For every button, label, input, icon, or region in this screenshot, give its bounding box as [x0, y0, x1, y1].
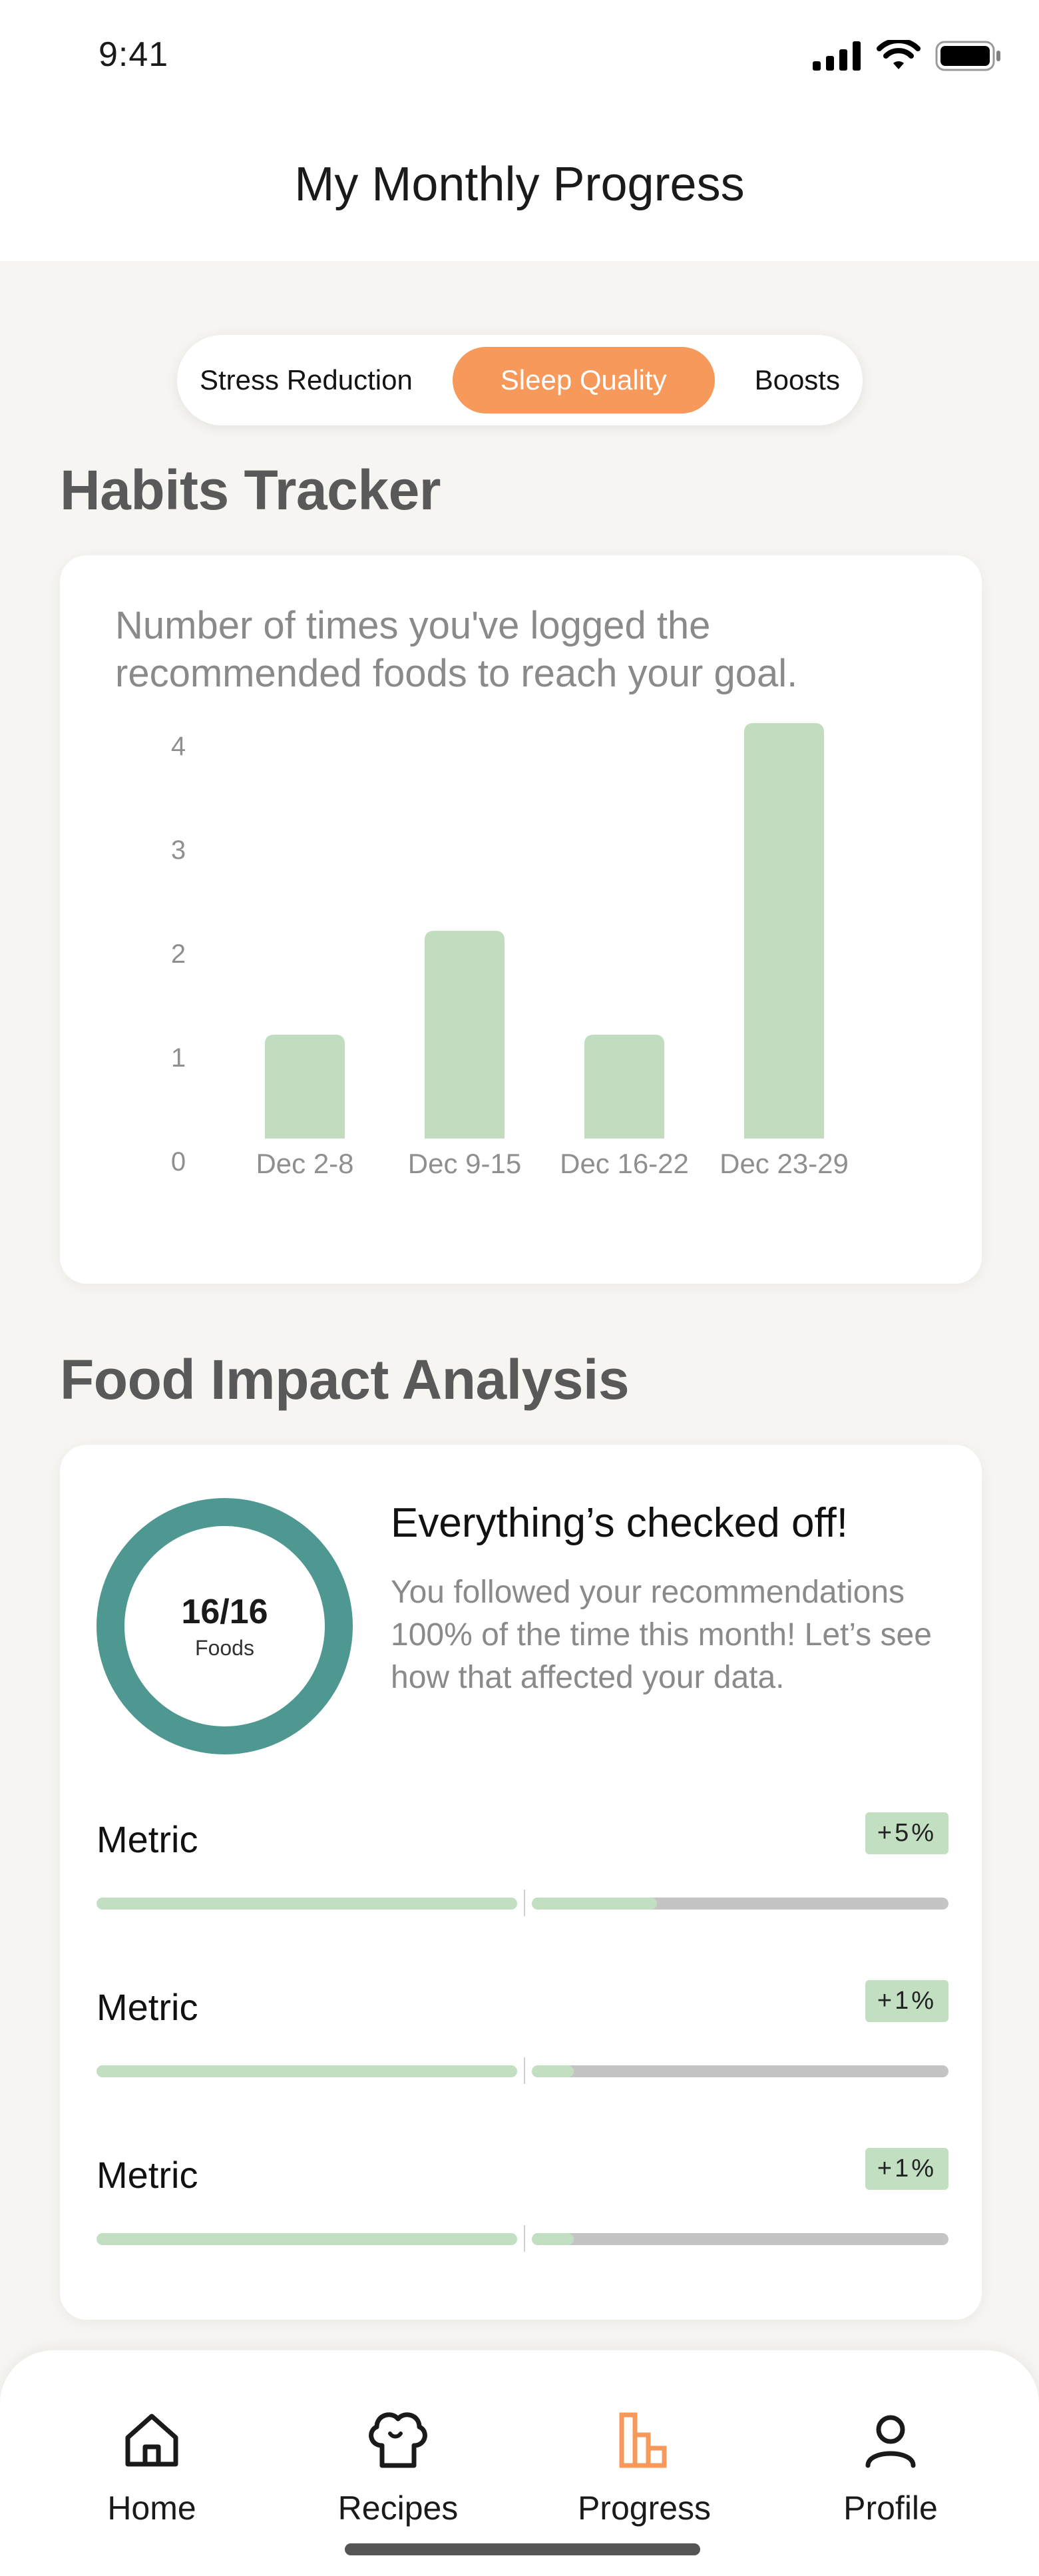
header: 9:41 My Monthly Progress	[0, 0, 1039, 261]
metric-change-fill	[532, 1898, 657, 1910]
y-tick-label: 1	[171, 1043, 186, 1073]
x-tick-label: Dec 9-15	[408, 1148, 521, 1179]
chart-bar	[584, 1035, 664, 1139]
ring-value: 16/16	[181, 1593, 268, 1631]
x-tick-label: Dec 23-29	[720, 1148, 849, 1179]
chef-hat-icon	[369, 2412, 427, 2468]
metric-bar-divider	[524, 1890, 525, 1916]
metric-change-bar	[532, 2065, 948, 2077]
metric-change-badge: +1%	[865, 2148, 948, 2190]
metric-baseline-bar	[97, 2233, 517, 2245]
chart-bar	[425, 931, 505, 1139]
habits-chart-card: Number of times you've logged the recomm…	[60, 555, 982, 1284]
metric-baseline-bar	[97, 2065, 517, 2077]
chart-bar	[265, 1035, 345, 1139]
tab-home[interactable]: Home	[52, 2404, 252, 2527]
bar-chart-icon	[619, 2412, 667, 2468]
food-impact-card: 16/16 Foods Everything’s checked off! Yo…	[60, 1445, 982, 2320]
foods-progress-ring: 16/16 Foods	[97, 1498, 353, 1754]
segment-stress-reduction[interactable]: Stress Reduction	[200, 364, 413, 395]
category-segmented-control: Stress Reduction Sleep Quality Boosts	[177, 335, 863, 425]
chart-description: Number of times you've logged the recomm…	[115, 604, 798, 695]
y-tick-label: 3	[171, 836, 186, 865]
y-tick-label: 0	[171, 1147, 186, 1176]
habits-bar-chart: 0 1 2 3 4 Dec 2-8 Dec 9-15 Dec 16-22 Dec 23-29	[171, 723, 849, 1179]
metric-row: Metric +5%	[97, 1812, 948, 1924]
x-tick-label: Dec 2-8	[256, 1148, 353, 1179]
signal-icon	[813, 41, 861, 71]
wifi-icon	[877, 40, 921, 69]
home-icon	[125, 2414, 178, 2467]
status-icons	[813, 40, 1002, 72]
person-icon	[865, 2415, 916, 2468]
segment-boosts[interactable]: Boosts	[754, 364, 840, 395]
status-time: 9:41	[99, 35, 169, 74]
metric-change-bar	[532, 2233, 948, 2245]
battery-icon	[935, 41, 1000, 71]
tab-recipes-label: Recipes	[337, 2489, 459, 2527]
metric-change-fill	[532, 2233, 574, 2245]
tab-profile-label: Profile	[843, 2489, 938, 2527]
page-title: My Monthly Progress	[294, 158, 745, 211]
metric-label: Metric	[97, 1986, 198, 2028]
metric-bar-divider	[524, 2225, 525, 2252]
metric-change-badge: +1%	[865, 1980, 948, 2022]
tab-progress[interactable]: Progress	[544, 2404, 744, 2527]
impact-description: You followed your recommendations 100% o…	[391, 1575, 932, 1695]
metric-bar-divider	[524, 2057, 525, 2084]
tab-home-label: Home	[107, 2489, 196, 2527]
tab-profile[interactable]: Profile	[791, 2404, 990, 2527]
food-impact-title: Food Impact Analysis	[60, 1348, 630, 1411]
bottom-tab-bar: Home Recipes Progress Profile	[0, 2350, 1039, 2576]
y-tick-label: 4	[171, 732, 186, 761]
habits-tracker-title: Habits Tracker	[60, 459, 441, 521]
x-tick-label: Dec 16-22	[560, 1148, 689, 1179]
metric-label: Metric	[97, 2154, 198, 2196]
chart-bar	[744, 723, 824, 1139]
impact-headline: Everything’s checked off!	[391, 1500, 848, 1546]
metric-change-bar	[532, 1898, 948, 1910]
tab-progress-label: Progress	[577, 2489, 712, 2527]
metric-baseline-bar	[97, 1898, 517, 1910]
y-tick-label: 2	[171, 939, 186, 969]
tab-recipes[interactable]: Recipes	[298, 2404, 498, 2527]
home-indicator	[345, 2543, 700, 2555]
metric-change-fill	[532, 2065, 574, 2077]
metric-row: Metric +1%	[97, 2148, 948, 2260]
ring-label: Foods	[195, 1636, 254, 1660]
metric-label: Metric	[97, 1818, 198, 1860]
metric-change-badge: +5%	[865, 1812, 948, 1854]
metric-row: Metric +1%	[97, 1980, 948, 2092]
segment-sleep-quality[interactable]: Sleep Quality	[452, 347, 715, 413]
